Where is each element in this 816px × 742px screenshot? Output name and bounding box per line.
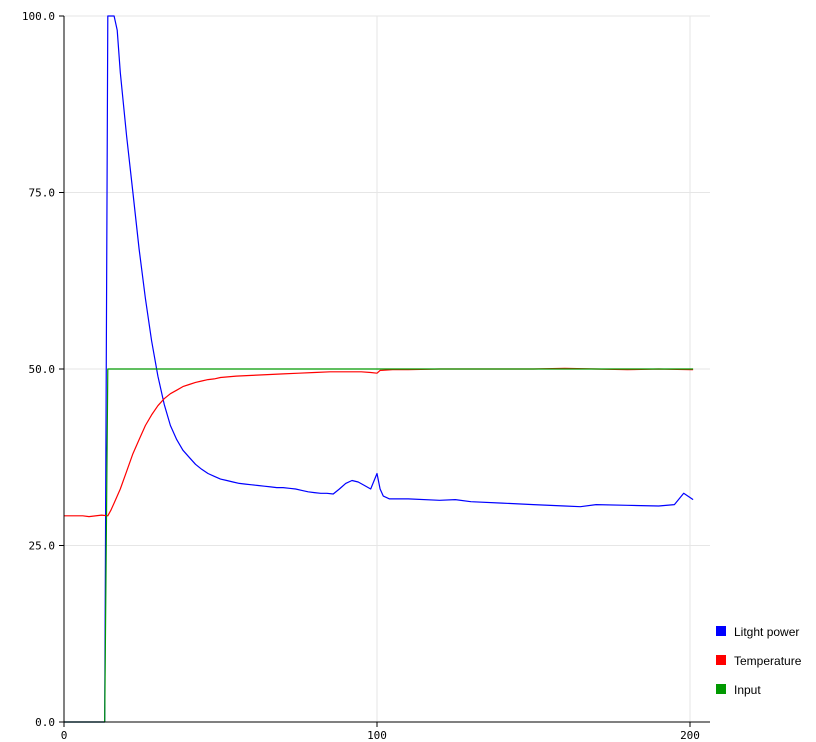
legend-swatch — [716, 626, 726, 636]
legend-swatch — [716, 684, 726, 694]
legend-swatch — [716, 655, 726, 665]
x-tick-label: 100 — [367, 729, 387, 742]
series-line-temperature — [64, 367, 694, 518]
legend-label: Temperature — [734, 654, 802, 668]
y-tick-label: 100.0 — [22, 10, 55, 23]
y-tick-label: 25.0 — [29, 540, 56, 553]
legend-label: Input — [734, 683, 761, 697]
x-tick-label: 0 — [61, 729, 68, 742]
legend-label: Litght power — [734, 625, 799, 639]
legend: Litght power Temperature Input — [716, 625, 802, 697]
tick-labels: 0.0 25.0 50.0 75.0 100.0 0 100 200 — [22, 10, 700, 742]
y-tick-label: 50.0 — [29, 363, 56, 376]
y-tick-label: 75.0 — [29, 187, 56, 200]
series-line-litght-power — [64, 15, 694, 723]
y-tick-label: 0.0 — [35, 716, 55, 729]
series-lines — [64, 15, 694, 723]
x-tick-label: 200 — [680, 729, 700, 742]
